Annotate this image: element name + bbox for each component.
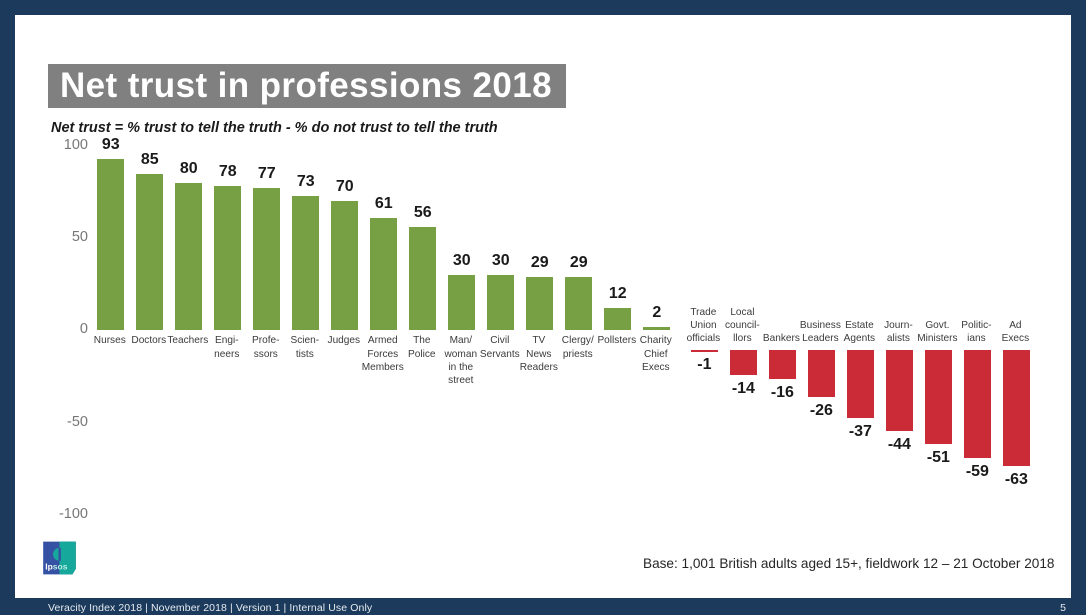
svg-text:Ipsos: Ipsos [45, 562, 67, 572]
